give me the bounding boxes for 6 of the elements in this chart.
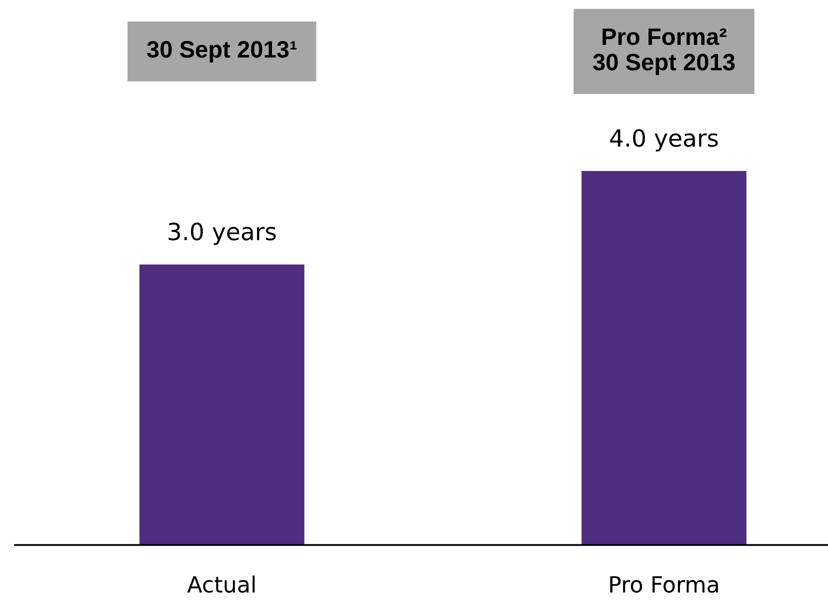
data-label: 4.0 years [610, 129, 718, 152]
text: Pro Forma² 30 Sept 2013 [592, 28, 735, 76]
x-tick-label: Actual [187, 576, 255, 593]
data-label: 3.0 years [168, 222, 276, 246]
x-tick-label: Pro Forma [610, 576, 718, 593]
text: 30 Sept 2013¹ [146, 41, 297, 62]
